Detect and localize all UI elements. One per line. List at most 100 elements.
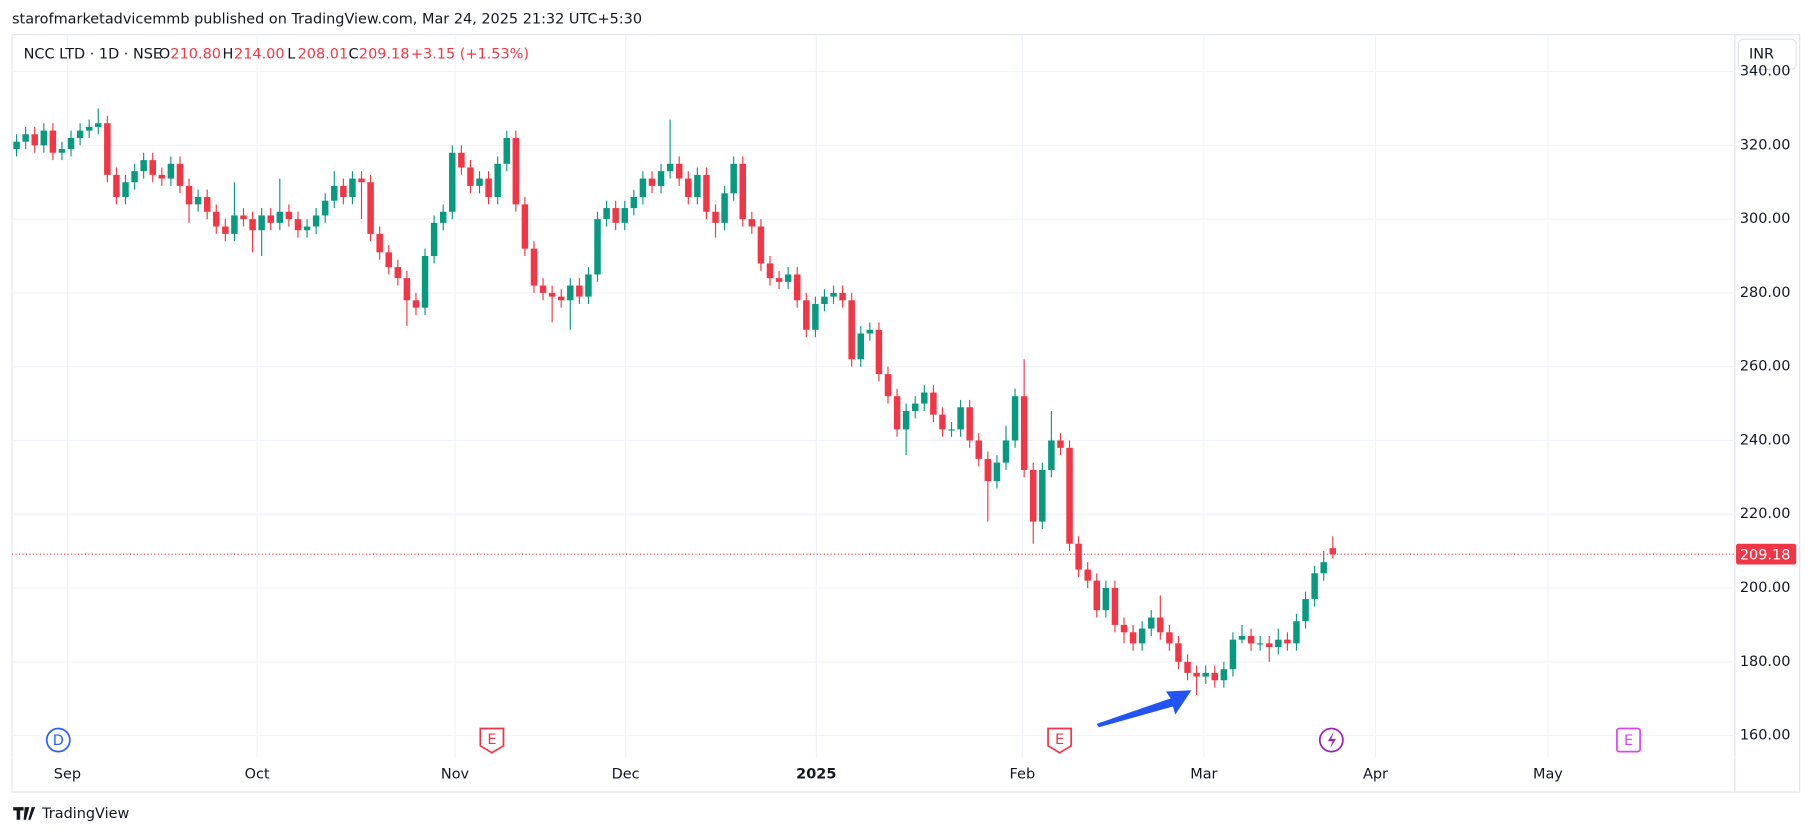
candle-body: [603, 208, 610, 220]
candle-body: [1147, 617, 1155, 629]
last-price-label: 209.18: [1740, 547, 1791, 563]
candle-body: [639, 178, 647, 197]
currency-box[interactable]: [1737, 38, 1797, 70]
candle-body: [122, 182, 129, 197]
candle-body: [95, 123, 102, 127]
l-value: 208.01: [298, 46, 349, 62]
candle-body: [657, 171, 665, 186]
candle-body: [249, 219, 256, 231]
earnings-marker[interactable]: [1047, 727, 1073, 754]
candle-body: [1266, 643, 1273, 648]
y-tick-label: 280.00: [1740, 285, 1791, 301]
x-tick-label: 2025: [796, 767, 836, 783]
candle-body: [358, 178, 365, 183]
candle-body: [31, 134, 38, 146]
candle-body: [721, 193, 728, 223]
candle-body: [694, 174, 701, 197]
lightning-icon: [1327, 731, 1336, 749]
candle-body: [303, 226, 311, 231]
candle-body: [85, 126, 93, 131]
candle-body: [576, 285, 583, 297]
candle-body: [267, 215, 274, 223]
candle-body: [131, 171, 138, 183]
candle-body: [902, 410, 910, 430]
o-label: O: [159, 46, 170, 62]
candle-body: [939, 414, 946, 430]
candle-body: [240, 215, 247, 220]
x-tick-label: Dec: [612, 767, 640, 783]
candle-body: [167, 163, 175, 179]
candle-body: [984, 458, 992, 482]
brand-logo: [13, 807, 36, 820]
candle-body: [803, 300, 810, 330]
candle-body: [231, 215, 238, 234]
y-tick-label: 220.00: [1740, 506, 1791, 522]
candle-body: [784, 274, 792, 282]
candle-body: [1093, 580, 1101, 611]
candle-body: [866, 329, 874, 334]
candle-body: [948, 429, 955, 431]
candle-body: [557, 296, 565, 301]
earnings-marker[interactable]: [479, 727, 505, 754]
candle-body: [812, 303, 819, 330]
x-tick-label: Nov: [441, 767, 470, 783]
candle-body: [730, 163, 737, 194]
candle-body: [875, 329, 883, 375]
candle-body: [494, 163, 501, 197]
candle-body: [1211, 672, 1219, 681]
candle-body: [884, 374, 892, 397]
candle-body: [766, 263, 774, 279]
earnings-marker[interactable]: [1616, 727, 1641, 753]
x-tick-label: May: [1533, 767, 1563, 783]
candle-body: [67, 137, 75, 150]
candle-body: [567, 285, 574, 301]
candle-body: [1020, 396, 1028, 470]
h-label: H: [222, 46, 233, 62]
y-tick-label: 200.00: [1740, 580, 1791, 596]
candle-body: [203, 196, 211, 212]
candle-body: [1166, 632, 1173, 644]
y-tick-label: 300.00: [1740, 211, 1791, 227]
candle-body: [911, 403, 919, 411]
candle-body: [412, 300, 420, 308]
candle-body: [176, 163, 184, 186]
candle-body: [140, 160, 147, 172]
brand-name: TradingView: [41, 806, 129, 822]
candle-body: [40, 130, 48, 146]
candle-body: [1184, 661, 1191, 673]
candle-body: [793, 274, 801, 301]
dividend-marker[interactable]: [45, 727, 71, 753]
candle-body: [594, 219, 601, 275]
candle-body: [403, 278, 411, 301]
candle-body: [467, 167, 474, 186]
currency[interactable]: INR: [1749, 46, 1774, 62]
o-value: 210.80: [170, 46, 221, 62]
candle-body: [149, 160, 156, 175]
candle-body: [1284, 639, 1291, 644]
candle-body: [648, 178, 656, 186]
candle-body: [739, 163, 746, 220]
candle-body: [1302, 599, 1309, 622]
c-value: 209.18: [359, 46, 410, 62]
candle-body: [1193, 672, 1200, 677]
candle-body: [930, 392, 937, 415]
candle-body: [13, 141, 20, 150]
candle-body: [1157, 617, 1164, 633]
candle-body: [612, 208, 619, 223]
candle-body: [848, 300, 855, 360]
candle-body: [1075, 543, 1082, 570]
candle-body: [1220, 669, 1228, 681]
event-label: E: [1624, 733, 1633, 749]
candle-body: [1229, 639, 1237, 670]
candle-body: [476, 178, 483, 186]
candle-body: [449, 152, 456, 212]
change: +3.15 (+1.53%): [411, 46, 529, 62]
y-tick-label: 340.00: [1740, 64, 1791, 80]
candle-body: [775, 278, 783, 282]
candle-body: [158, 174, 166, 179]
last-price-tag: [1736, 543, 1797, 565]
candle-body: [748, 219, 756, 227]
candle-body: [703, 174, 710, 212]
event-label: E: [487, 732, 496, 748]
candle-body: [185, 185, 193, 205]
